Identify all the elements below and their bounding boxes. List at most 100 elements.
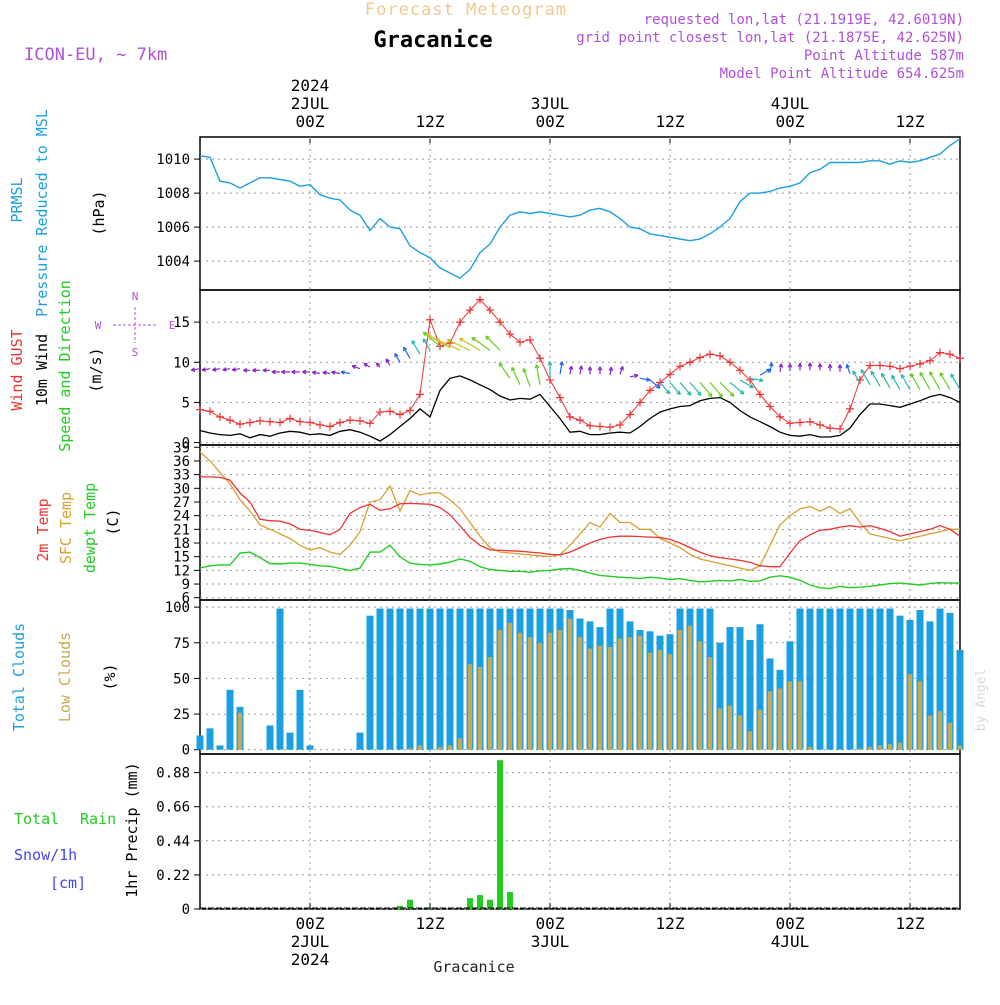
top-time-label: 3JUL (531, 94, 570, 113)
y-tick-label: 25 (173, 707, 190, 723)
wind-arrow-head (471, 336, 476, 342)
wind-arrow-head (578, 365, 584, 370)
wind-arrow-head (807, 362, 813, 367)
top-time-label: 2JUL (291, 94, 330, 113)
wind-arrow-head (697, 391, 702, 396)
axis-label: Wind GUST (8, 329, 26, 410)
gust-point (496, 318, 504, 327)
wind-arrow (498, 362, 511, 379)
axis-label: Total Clouds (10, 623, 28, 731)
wind-arrow (881, 372, 891, 389)
bottom-time-label: 2JUL (291, 932, 330, 951)
axis-label: 10m Wind (33, 334, 51, 406)
location-title: Gracanice (373, 28, 492, 53)
pressure-line (199, 138, 961, 279)
wind-arrow (699, 381, 713, 397)
wind-arrow-head (411, 339, 416, 345)
top-time-label: 12Z (416, 112, 445, 131)
top-time-label: 2024 (291, 76, 330, 95)
gust-point (566, 412, 574, 421)
gust-point (416, 390, 424, 399)
gust-line (199, 298, 961, 430)
gust-point (636, 398, 644, 407)
low-cloud-bar (687, 625, 693, 750)
wind-arrow (422, 331, 441, 347)
wind-arrow-head (375, 362, 381, 367)
y-tick-label: 5 (182, 395, 190, 411)
requested-lonlat: requested lon,lat (21.1919E, 42.6019N) (644, 12, 964, 28)
wind-arrow-head (817, 363, 823, 368)
total-cloud-bar (276, 608, 284, 750)
wind-arrow (659, 381, 671, 395)
wind-arrow-head (939, 372, 944, 377)
y-tick-label: 21 (173, 522, 190, 538)
wind-arrow-head (252, 368, 257, 373)
gust-point (526, 335, 534, 344)
y-tick-label: 0.66 (156, 800, 190, 816)
gust-point (306, 418, 314, 427)
wind-arrow-head (768, 362, 774, 367)
low-cloud-bar (697, 641, 703, 750)
wind-arrow-head (845, 363, 850, 369)
top-time-label: 12Z (896, 112, 925, 131)
low-cloud-bar (417, 745, 423, 750)
low-cloud-bar (807, 746, 813, 750)
wind-arrow-head (222, 367, 227, 372)
wind-speed-line (199, 375, 961, 442)
wind-arrow-head (331, 370, 336, 375)
low-cloud-bar (797, 681, 803, 750)
wind-arrow-head (340, 370, 345, 375)
gust-point (746, 375, 754, 384)
total-cloud-bar (216, 745, 224, 750)
gust-point (406, 406, 414, 415)
top-time-label: 12Z (656, 112, 685, 131)
wind-arrow (422, 338, 431, 351)
total-cloud-bar (446, 608, 454, 750)
header: Forecast Meteogram Gracanice ICON-EU, ~ … (24, 0, 964, 82)
low-cloud-bar (577, 637, 583, 750)
gust-point (426, 315, 434, 324)
wind-arrow-head (739, 390, 745, 395)
y-tick-label: 24 (173, 509, 190, 525)
wind-arrow-head (910, 373, 915, 378)
gust-point (226, 416, 234, 425)
y-tick-label: 15 (173, 315, 190, 331)
total-cloud-bar (946, 612, 954, 750)
y-tick-label: 27 (173, 495, 190, 511)
wind-arrow-head (547, 361, 553, 366)
legend-rain: Rain (80, 810, 116, 828)
low-cloud-bar (437, 746, 443, 750)
low-cloud-bar (237, 712, 243, 750)
wind-arrow-head (311, 370, 317, 375)
wind-arrow (331, 371, 341, 375)
gust-point (906, 362, 914, 371)
low-cloud-bar (447, 745, 453, 750)
gust-point (866, 361, 874, 370)
total-cloud-bar (286, 732, 294, 750)
wind-arrow (919, 372, 931, 390)
wind-arrow-head (655, 384, 661, 389)
wind-arrow-head (291, 369, 296, 375)
bottom-time-label: 12Z (656, 914, 685, 933)
y-tick-label: 50 (173, 671, 190, 687)
gust-point (316, 420, 324, 429)
low-cloud-bar (637, 635, 643, 750)
gust-point (596, 422, 604, 431)
y-tick-label: 1004 (156, 254, 190, 270)
rain-bar (397, 905, 403, 909)
gust-point (476, 295, 484, 304)
total-cloud-bar (296, 689, 304, 750)
low-cloud-bar (557, 629, 563, 750)
axis-label: (m/s) (87, 347, 105, 392)
gust-point (736, 366, 744, 375)
gust-point (436, 342, 444, 351)
wind-arrow-head (619, 366, 624, 371)
low-cloud-bar (787, 681, 793, 750)
panel-wind: 0 5 10 15 Wind GUST 10m Wind Speed and Directi… (8, 280, 964, 452)
wind-arrow-head (427, 334, 432, 339)
wind-arrow-head (271, 369, 276, 375)
bottom-time-label: 12Z (416, 914, 445, 933)
gust-point (286, 414, 294, 423)
